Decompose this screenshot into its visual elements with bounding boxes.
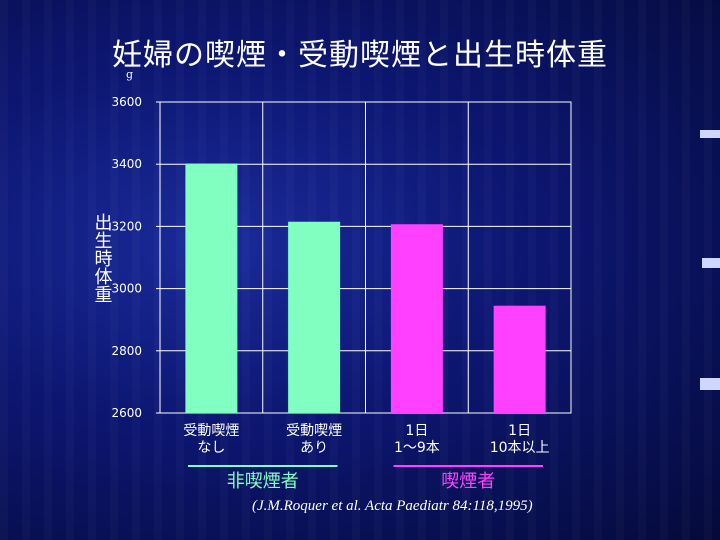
- decorative-mark: [700, 130, 720, 138]
- page-title: 妊婦の喫煙・受動喫煙と出生時体重: [112, 38, 608, 73]
- y-tick-label: 3600: [111, 95, 142, 109]
- decorative-mark: [700, 378, 720, 390]
- y-axis-label: 出生時体重: [92, 213, 113, 303]
- bar-4: [493, 305, 546, 413]
- citation: (J.M.Roquer et al. Acta Paediatr 84:118,…: [252, 498, 533, 514]
- category-label: あり: [300, 440, 328, 456]
- category-label: 1日: [508, 423, 531, 439]
- category-label: 受動喫煙: [286, 423, 342, 439]
- group-label: 非喫煙者: [227, 471, 299, 492]
- bars: [185, 163, 546, 413]
- category-label: 1～9本: [394, 440, 440, 456]
- y-tick-label: 2800: [111, 344, 142, 358]
- category-label: なし: [197, 440, 225, 456]
- bar-3: [390, 224, 443, 413]
- y-tick-label: 2600: [111, 406, 142, 420]
- y-tick-label: 3000: [111, 282, 142, 296]
- y-tick-label: 3400: [111, 157, 142, 171]
- category-label: 1日: [405, 423, 428, 439]
- y-tick-labels: 2600 2800 3000 3200 3400 3600: [111, 95, 142, 420]
- y-unit-label: g: [126, 68, 133, 81]
- decorative-mark: [702, 258, 720, 268]
- category-label: 10本以上: [490, 440, 550, 456]
- category-label: 受動喫煙: [183, 423, 239, 439]
- group-label: 喫煙者: [441, 471, 495, 492]
- group-labels: 非喫煙者 喫煙者: [188, 465, 543, 492]
- y-tick-label: 3200: [111, 219, 142, 233]
- bar-1: [185, 163, 238, 413]
- bar-2: [288, 221, 341, 413]
